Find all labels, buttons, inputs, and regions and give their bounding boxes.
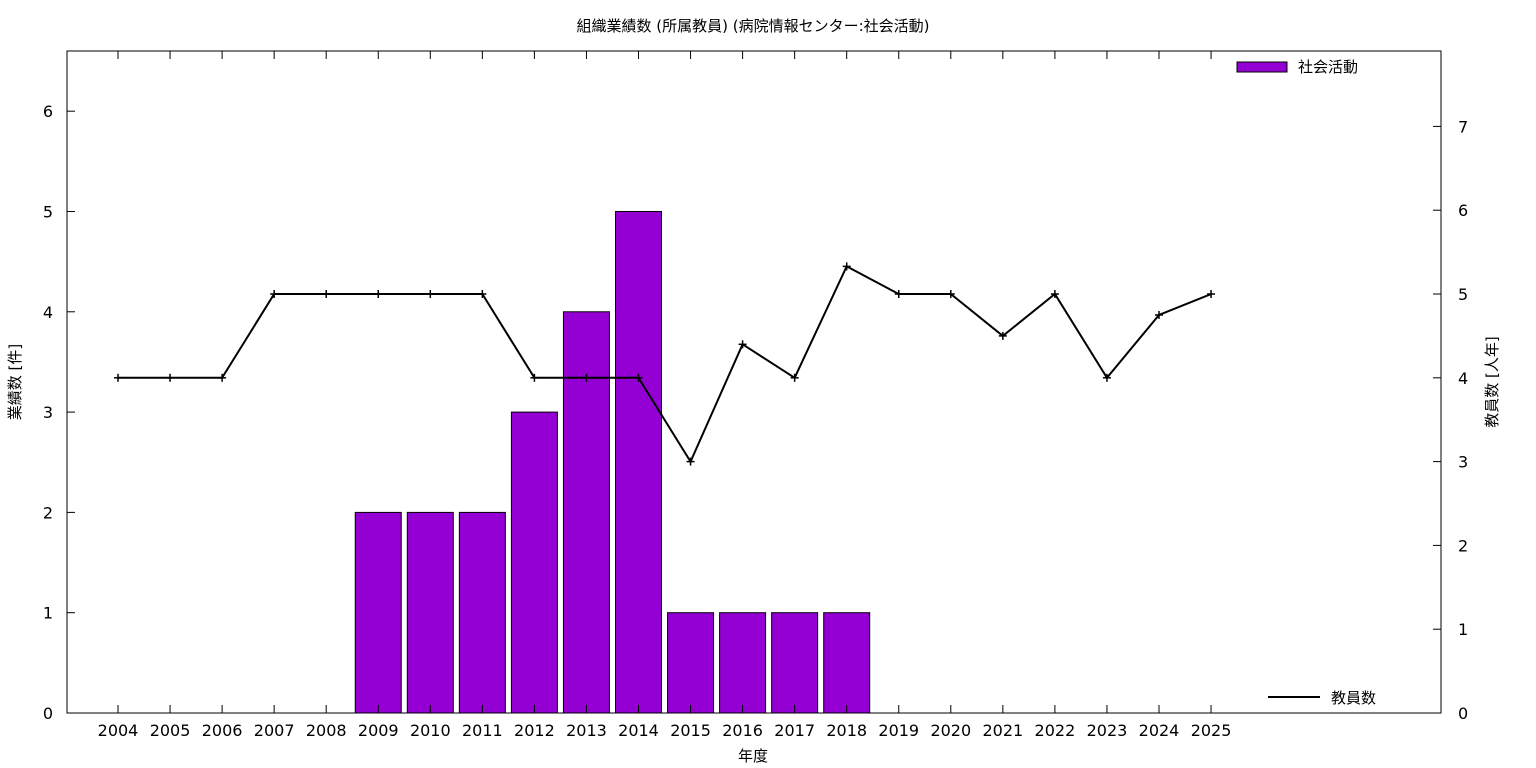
x-tick-label: 2021 bbox=[982, 721, 1023, 740]
y2-tick-label: 5 bbox=[1458, 285, 1468, 304]
x-tick-label: 2016 bbox=[722, 721, 763, 740]
plot-frame bbox=[66, 50, 1442, 714]
x-tick-label: 2007 bbox=[254, 721, 295, 740]
line-point bbox=[998, 331, 1007, 340]
line-point bbox=[114, 373, 122, 382]
right-axis: 0 1 2 3 4 5 6 7 bbox=[1433, 117, 1468, 723]
x-tick-label: 2011 bbox=[462, 721, 503, 740]
line-point bbox=[790, 373, 799, 382]
line-point bbox=[686, 457, 695, 466]
bar bbox=[719, 612, 767, 714]
x-tick-label: 2013 bbox=[566, 721, 607, 740]
y-tick-label: 0 bbox=[43, 704, 53, 723]
line-point bbox=[322, 290, 331, 299]
line-point bbox=[1102, 373, 1111, 382]
y-tick-label: 6 bbox=[43, 102, 53, 121]
x-tick-label: 2005 bbox=[150, 721, 191, 740]
legend-bars: 社会活動 bbox=[1236, 58, 1358, 76]
line-point bbox=[894, 290, 903, 299]
y2-tick-label: 0 bbox=[1458, 704, 1468, 723]
x-tick-label: 2006 bbox=[202, 721, 243, 740]
y-tick-label: 1 bbox=[43, 604, 53, 623]
y-tick-label: 2 bbox=[43, 503, 53, 522]
line-point bbox=[426, 290, 435, 299]
y2-tick-label: 2 bbox=[1458, 536, 1468, 555]
bar bbox=[510, 411, 558, 714]
line-point bbox=[946, 290, 955, 299]
bar bbox=[823, 612, 871, 714]
line-point bbox=[374, 290, 383, 299]
chart-title: 組織業績数 (所属教員) (病院情報センター:社会活動) bbox=[576, 17, 929, 35]
x-tick-label: 2015 bbox=[670, 721, 711, 740]
line-point bbox=[842, 262, 851, 271]
legend-line: 教員数 bbox=[1268, 689, 1376, 707]
x-tick-label: 2025 bbox=[1191, 721, 1232, 740]
y-axis-label: 業績数 [件] bbox=[6, 344, 24, 420]
x-tick-label: 2024 bbox=[1139, 721, 1180, 740]
bar bbox=[354, 511, 402, 714]
x-axis: 2004 2005 2006 2007 2008 2009 2010 2011 2012 2013… bbox=[98, 51, 1232, 740]
legend-bar-label: 社会活動 bbox=[1298, 58, 1358, 76]
line-point bbox=[218, 373, 227, 382]
line-point bbox=[582, 373, 591, 382]
y2-tick-label: 7 bbox=[1458, 117, 1468, 136]
y2-tick-label: 6 bbox=[1458, 201, 1468, 220]
line-point bbox=[530, 373, 539, 382]
y-tick-label: 5 bbox=[43, 202, 53, 221]
bar bbox=[458, 511, 506, 714]
legend-bar-swatch bbox=[1236, 61, 1288, 73]
x-tick-label: 2008 bbox=[306, 721, 347, 740]
bar bbox=[667, 612, 715, 714]
bar bbox=[562, 311, 610, 714]
line-point bbox=[478, 290, 487, 299]
series-line bbox=[118, 264, 1212, 464]
y2-axis-label: 教員数 [人年] bbox=[1483, 336, 1501, 427]
line-point bbox=[1155, 310, 1163, 319]
line-point bbox=[738, 340, 747, 349]
x-tick-label: 2009 bbox=[358, 721, 399, 740]
y-tick-label: 4 bbox=[43, 303, 53, 322]
x-tick-label: 2014 bbox=[618, 721, 659, 740]
line-point bbox=[270, 290, 279, 299]
bar bbox=[615, 210, 662, 714]
x-tick-label: 2017 bbox=[774, 721, 815, 740]
line-point bbox=[166, 373, 175, 382]
x-tick-label: 2022 bbox=[1035, 721, 1076, 740]
x-tick-label: 2012 bbox=[514, 721, 555, 740]
x-axis-label: 年度 bbox=[738, 747, 768, 765]
left-axis: 0 1 2 3 4 5 6 bbox=[43, 102, 75, 723]
x-tick-label: 2018 bbox=[826, 721, 867, 740]
y-tick-label: 3 bbox=[43, 403, 53, 422]
line-point bbox=[634, 373, 643, 382]
x-tick-label: 2019 bbox=[878, 721, 919, 740]
bar bbox=[406, 511, 454, 714]
plot-area bbox=[66, 50, 1442, 714]
line-point bbox=[1207, 290, 1216, 299]
line-point bbox=[1050, 290, 1059, 299]
x-tick-label: 2020 bbox=[930, 721, 971, 740]
x-tick-label: 2004 bbox=[98, 721, 139, 740]
y2-tick-label: 3 bbox=[1458, 453, 1468, 472]
x-tick-label: 2023 bbox=[1087, 721, 1128, 740]
x-tick-label: 2010 bbox=[410, 721, 451, 740]
bar bbox=[771, 612, 819, 714]
legend-line-label: 教員数 bbox=[1331, 689, 1376, 707]
y2-tick-label: 1 bbox=[1458, 620, 1468, 639]
y2-tick-label: 4 bbox=[1458, 369, 1468, 388]
